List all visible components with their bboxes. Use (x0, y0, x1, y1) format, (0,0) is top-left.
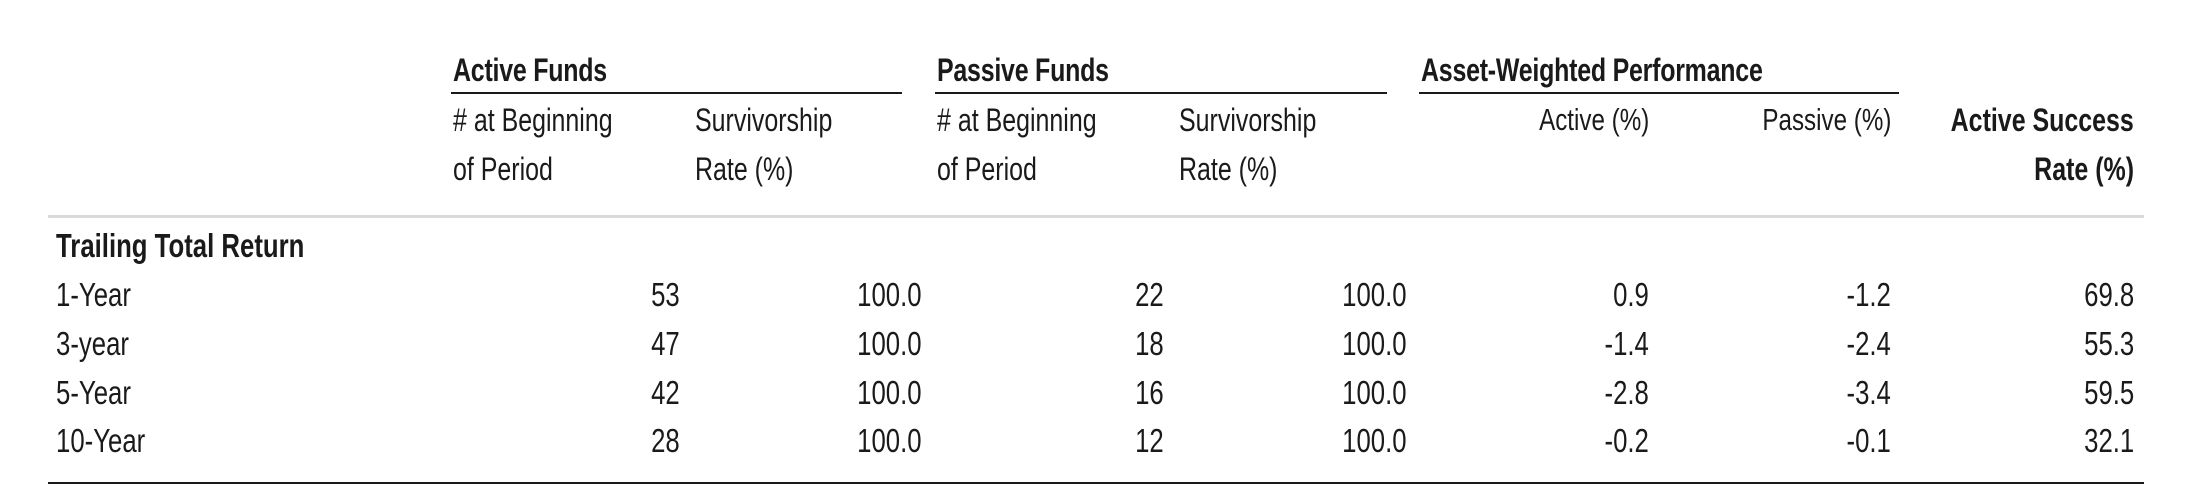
cell-success: 59.5 (2083, 374, 2134, 411)
cell-aw-active: 0.9 (1613, 276, 1649, 313)
cell-aw-passive: -3.4 (1846, 374, 1891, 411)
cell-aw-active: -1.4 (1604, 325, 1649, 362)
cell-passive-count: 18 (1135, 325, 1164, 362)
group-header-asset-weighted: Asset-Weighted Performance (1421, 52, 1763, 88)
cell-passive-surv: 100.0 (1342, 325, 1407, 362)
cell-active-count: 42 (651, 374, 680, 411)
col-header-success-line1: Active Success (1950, 102, 2134, 138)
cell-success: 32.1 (2083, 422, 2134, 459)
row-label-5y: 5-Year (56, 374, 131, 411)
cell-passive-surv: 100.0 (1342, 276, 1407, 313)
col-header-aw-passive: Passive (%) (1762, 102, 1891, 137)
cell-aw-active: -2.8 (1604, 374, 1649, 411)
group-rule-active (451, 92, 902, 94)
cell-passive-count: 12 (1135, 422, 1164, 459)
cell-aw-passive: -1.2 (1846, 276, 1891, 313)
table-bottom-rule (48, 482, 2144, 484)
cell-active-surv: 100.0 (857, 325, 922, 362)
cell-aw-passive: -0.1 (1846, 422, 1891, 459)
col-header-active-surv-line1: Survivorship (695, 102, 833, 138)
cell-active-surv: 100.0 (857, 422, 922, 459)
cell-active-surv: 100.0 (857, 374, 922, 411)
col-header-passive-count-line1: # at Beginning (937, 102, 1097, 138)
cell-passive-surv: 100.0 (1342, 374, 1407, 411)
col-header-aw-active: Active (%) (1538, 102, 1649, 137)
group-header-active-funds: Active Funds (453, 52, 607, 88)
cell-active-surv: 100.0 (857, 276, 922, 313)
col-header-active-surv-line2: Rate (%) (695, 151, 794, 187)
col-header-success-line2: Rate (%) (2034, 151, 2134, 187)
row-label-1y: 1-Year (56, 276, 131, 313)
group-header-passive-funds: Passive Funds (937, 52, 1109, 88)
cell-active-count: 47 (651, 325, 680, 362)
row-label-10y: 10-Year (56, 422, 146, 459)
group-rule-asset-weighted (1419, 92, 1899, 94)
col-header-passive-surv-line2: Rate (%) (1179, 151, 1278, 187)
group-rule-passive (935, 92, 1387, 94)
section-title: Trailing Total Return (56, 227, 305, 264)
header-rule (48, 215, 2144, 218)
cell-aw-active: -0.2 (1604, 422, 1649, 459)
cell-passive-count: 22 (1135, 276, 1164, 313)
cell-success: 55.3 (2083, 325, 2134, 362)
row-label-3y: 3-year (56, 325, 129, 362)
col-header-active-count-line2: of Period (453, 151, 553, 187)
cell-active-count: 53 (651, 276, 680, 313)
cell-success: 69.8 (2083, 276, 2134, 313)
col-header-active-count-line1: # at Beginning (453, 102, 613, 138)
cell-active-count: 28 (651, 422, 680, 459)
col-header-passive-surv-line1: Survivorship (1179, 102, 1317, 138)
cell-aw-passive: -2.4 (1846, 325, 1891, 362)
col-header-passive-count-line2: of Period (937, 151, 1037, 187)
cell-passive-surv: 100.0 (1342, 422, 1407, 459)
cell-passive-count: 16 (1135, 374, 1164, 411)
